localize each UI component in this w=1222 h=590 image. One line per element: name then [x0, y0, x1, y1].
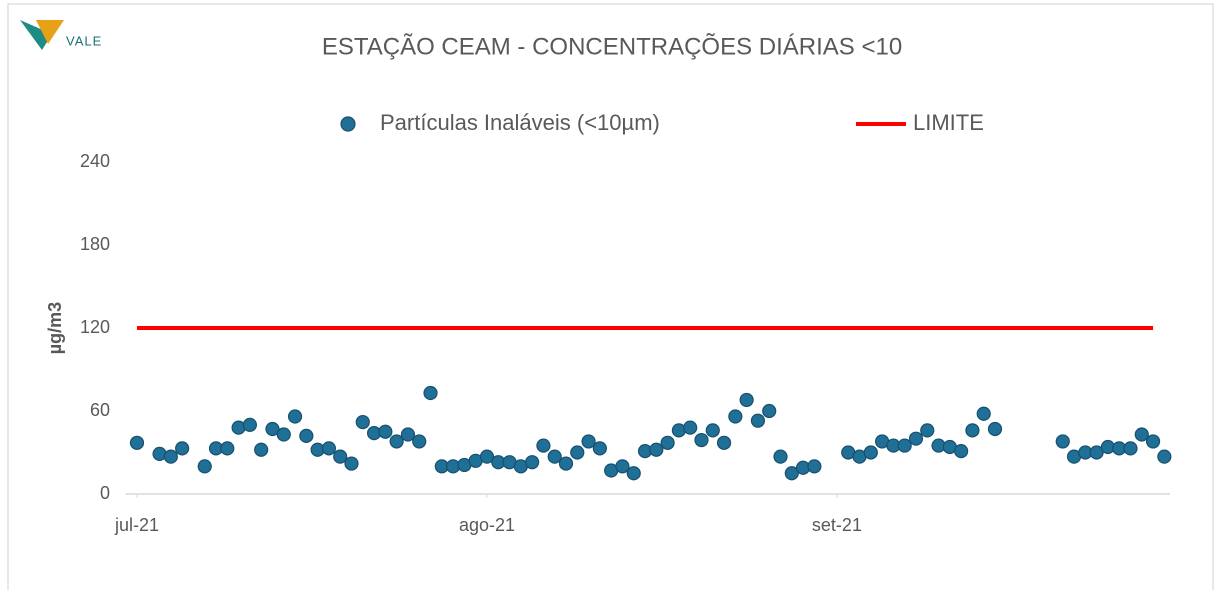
- data-point: [276, 427, 291, 442]
- data-point: [265, 421, 280, 437]
- data-point: [558, 456, 574, 471]
- data-point: [694, 432, 709, 448]
- data-point: [728, 409, 743, 424]
- y-tick-label: 0: [100, 483, 110, 503]
- data-point: [389, 434, 404, 449]
- data-point: [479, 449, 495, 464]
- data-point: [175, 441, 190, 456]
- data-point: [626, 466, 641, 481]
- data-point: [773, 449, 788, 464]
- legend-label: LIMITE: [913, 110, 984, 135]
- chart-border: [7, 3, 1214, 590]
- data-point: [739, 392, 754, 408]
- data-point: [807, 459, 822, 474]
- data-point: [762, 403, 777, 419]
- logo-mark: [20, 20, 52, 50]
- data-point: [954, 444, 969, 459]
- data-point: [536, 438, 551, 453]
- data-point: [220, 441, 235, 456]
- x-tick-label: jul-21: [114, 515, 159, 535]
- data-point: [1123, 441, 1138, 456]
- data-point: [705, 423, 720, 438]
- data-point: [1055, 434, 1070, 449]
- logo-text: VALE: [66, 33, 102, 48]
- legend-marker: [340, 116, 356, 132]
- logo: VALE: [20, 20, 102, 50]
- data-point: [333, 449, 348, 464]
- data-point: [976, 406, 991, 421]
- data-point: [242, 417, 257, 432]
- data-point: [547, 449, 562, 464]
- data-point: [525, 455, 540, 470]
- data-point: [423, 385, 438, 401]
- data-point: [344, 456, 359, 471]
- data-point: [412, 434, 427, 449]
- data-point: [716, 435, 732, 450]
- chart-title: ESTAÇÃO CEAM - CONCENTRAÇÕES DIÁRIAS <10: [322, 32, 902, 60]
- data-point: [321, 441, 337, 456]
- data-point: [908, 431, 924, 446]
- y-tick-label: 240: [80, 151, 110, 171]
- data-point: [400, 427, 416, 442]
- data-point: [897, 438, 912, 453]
- logo-mark-top: [36, 20, 64, 44]
- data-point: [355, 414, 370, 430]
- data-point: [750, 413, 766, 428]
- y-tick-label: 180: [80, 234, 110, 254]
- data-point: [287, 409, 303, 424]
- y-tick-label: 60: [90, 400, 110, 420]
- data-point: [197, 459, 212, 474]
- data-point: [615, 459, 630, 474]
- data-point: [920, 423, 935, 438]
- x-tick-label: set-21: [812, 515, 862, 535]
- x-tick-label: ago-21: [459, 515, 515, 535]
- data-point: [965, 423, 980, 438]
- data-point: [784, 466, 799, 481]
- data-point: [1089, 445, 1104, 460]
- data-point: [581, 434, 596, 449]
- legend-label: Partículas Inaláveis (<10µm): [380, 110, 660, 135]
- data-point: [1134, 427, 1149, 442]
- data-point: [863, 445, 878, 460]
- data-point: [987, 421, 1003, 437]
- data-point: [570, 445, 585, 460]
- data-point: [378, 424, 393, 439]
- data-point: [1157, 449, 1172, 464]
- data-point: [649, 442, 664, 457]
- y-axis-label: µg/m3: [45, 302, 65, 354]
- y-tick-label: 120: [80, 317, 110, 337]
- data-point: [163, 449, 178, 464]
- data-point: [683, 420, 698, 435]
- data-point: [592, 441, 607, 456]
- data-point: [129, 435, 145, 450]
- data-point: [1145, 434, 1161, 449]
- data-point: [254, 442, 269, 457]
- data-point: [660, 435, 675, 450]
- data-point: [299, 428, 314, 443]
